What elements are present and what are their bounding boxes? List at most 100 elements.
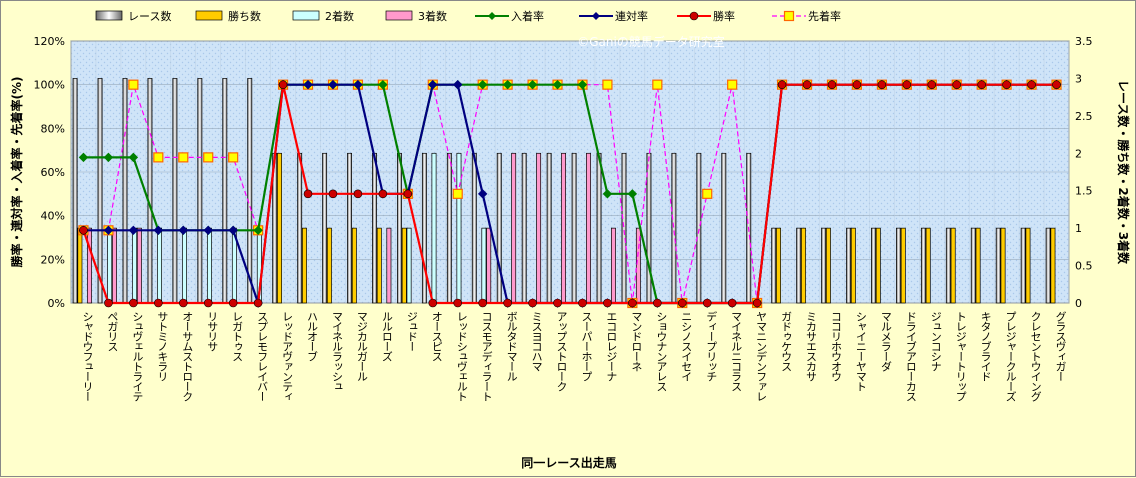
bar-2着数 [207, 227, 212, 304]
point-連対率 [303, 79, 313, 90]
point-連対率 [178, 225, 188, 236]
legend-label: 勝率 [713, 9, 735, 23]
y-tick-right: 1.5 [1075, 185, 1093, 198]
bar-レース数 [895, 227, 901, 304]
line-勝率 [82, 83, 1057, 305]
y-tick-right: 0.5 [1075, 260, 1093, 273]
bar-3着数 [536, 152, 542, 304]
bar-勝ち数 [875, 227, 881, 304]
bar-レース数 [821, 227, 827, 304]
y-tick-left: 100% [34, 79, 65, 92]
x-tick-label: レッドシュヴェルト [455, 311, 468, 401]
x-tick-label: エコロレジーナ [605, 311, 618, 382]
point-勝率 [727, 298, 737, 308]
point-連対率 [203, 225, 213, 236]
bar-レース数 [621, 152, 627, 304]
x-tick-label: ヤマニンデンファレ [755, 311, 768, 401]
point-勝率 [702, 298, 712, 308]
x-tick-label: プレジャークルーズ [1004, 311, 1017, 402]
point-入着率 [577, 79, 588, 90]
bar-レース数 [521, 152, 527, 304]
bar-レース数 [172, 78, 178, 304]
point-勝率 [303, 189, 313, 199]
x-tick-label: クレセントウイング [1029, 311, 1042, 402]
point-勝率 [653, 298, 662, 308]
bar-レース数 [771, 227, 777, 304]
point-勝率 [852, 80, 862, 89]
point-先着率 [228, 152, 239, 163]
bar-3着数 [136, 227, 142, 304]
point-勝率 [677, 298, 687, 308]
bar-2着数 [182, 227, 187, 304]
bar-レース数 [247, 78, 253, 304]
bar-3着数 [486, 227, 492, 304]
point-勝率 [927, 80, 937, 89]
x-tick-label: グラスヴィガー [1054, 311, 1067, 381]
legend-marker [689, 11, 699, 21]
x-tick-label: オーサムストローク [181, 311, 194, 402]
y-tick-right: 2 [1075, 147, 1082, 160]
point-勝率 [578, 298, 587, 308]
x-tick-label: ペガリス [106, 311, 119, 352]
point-勝率 [178, 298, 188, 308]
point-勝率 [777, 80, 787, 89]
bar-レース数 [397, 152, 402, 304]
point-勝率 [877, 80, 887, 89]
watermark: ©Ganiの競馬データ研究室 [577, 34, 725, 49]
bar-勝ち数 [1025, 227, 1031, 304]
point-勝率 [278, 80, 288, 89]
bar-レース数 [122, 78, 128, 304]
bar-3着数 [511, 152, 517, 304]
point-先着率 [203, 152, 214, 163]
x-tick-label: シュヴェルトライテ [131, 311, 144, 402]
x-tick-label: ニシノスイセイ [680, 311, 693, 381]
bar-レース数 [147, 78, 153, 304]
point-連対率 [228, 225, 238, 236]
bar-勝ち数 [1000, 227, 1006, 304]
bar-勝ち数 [850, 227, 856, 304]
point-先着率 [652, 79, 663, 90]
point-勝率 [203, 298, 213, 308]
point-連対率 [153, 225, 164, 236]
bar-2着数 [132, 227, 138, 304]
x-tick-label: ルルローズ [380, 311, 393, 362]
bar-レース数 [721, 152, 727, 304]
bar-レース数 [372, 152, 377, 304]
point-入着率 [78, 152, 89, 163]
bar-勝ち数 [800, 227, 806, 304]
point-連対率 [128, 225, 139, 236]
legend-swatch [195, 10, 223, 21]
bar-3着数 [561, 152, 567, 304]
point-勝率 [603, 298, 612, 308]
x-tick-label: ショウナンアレス [655, 311, 668, 392]
point-勝率 [902, 80, 912, 89]
bar-2着数 [406, 227, 412, 304]
bar-3着数 [87, 227, 92, 304]
point-入着率 [477, 79, 488, 90]
legend-label: 先着率 [808, 9, 841, 23]
y-tick-right: 0 [1075, 297, 1082, 310]
bar-レース数 [297, 152, 303, 304]
x-tick-label: ドライブアローカス [904, 311, 917, 402]
y-axis-left-title: 勝率・連対率・入着率・先着率(%) [9, 77, 24, 268]
point-入着率 [552, 79, 563, 90]
bar-勝ち数 [376, 227, 382, 304]
x-tick-label: コスモアディラート [480, 311, 493, 401]
legend-label: 2着数 [325, 9, 354, 23]
point-入着率 [378, 79, 388, 90]
bar-レース数 [421, 152, 427, 304]
legend-swatch [95, 10, 123, 21]
bar-レース数 [471, 152, 477, 304]
x-tick-label: ミカサエスカサ [805, 311, 818, 382]
x-tick-label: キタノブライド [979, 311, 992, 381]
bar-レース数 [1020, 227, 1026, 304]
x-tick-label: ボルタドマール [505, 311, 518, 381]
bar-勝ち数 [925, 227, 931, 304]
bar-勝ち数 [277, 152, 282, 304]
bar-レース数 [496, 152, 502, 304]
bar-勝ち数 [401, 227, 407, 304]
bar-3着数 [111, 227, 117, 304]
legend-swatch [292, 10, 320, 21]
point-先着率 [452, 188, 463, 199]
bar-レース数 [920, 227, 926, 304]
